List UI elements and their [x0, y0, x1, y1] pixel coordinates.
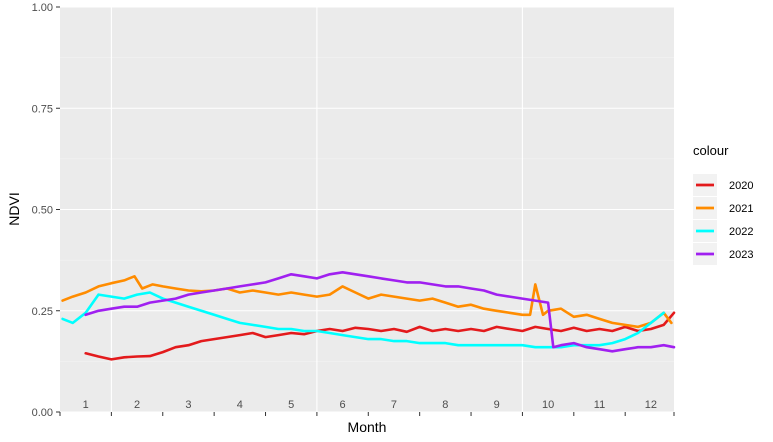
x-tick-label: 1 — [83, 399, 89, 411]
y-ticks — [56, 6, 60, 413]
grid-major — [60, 6, 674, 413]
x-tick-label: 8 — [442, 399, 448, 411]
legend-title: colour — [693, 143, 729, 158]
legend: colour 2020 2021 2022 2023 — [693, 143, 753, 265]
y-tick-label: 0.75 — [32, 103, 53, 115]
legend-label-2020: 2020 — [729, 180, 753, 192]
x-tick-label: 12 — [645, 399, 657, 411]
legend-label-2023: 2023 — [729, 249, 753, 261]
x-tick-label: 7 — [391, 399, 397, 411]
grid-minor — [60, 57, 674, 362]
x-tick-labels: 1 2 3 4 5 6 7 8 9 10 11 12 — [83, 399, 657, 411]
x-tick-label: 4 — [237, 399, 243, 411]
legend-label-2021: 2021 — [729, 203, 753, 215]
x-axis-title: Month — [348, 419, 387, 435]
y-tick-labels: 0.00 0.25 0.50 0.75 1.00 — [32, 2, 53, 419]
series-lines — [61, 270, 676, 361]
y-tick-label: 1.00 — [32, 2, 53, 14]
legend-items: 2020 2021 2022 2023 — [693, 174, 753, 265]
x-tick-label: 11 — [594, 399, 605, 411]
y-tick-label: 0.00 — [32, 407, 53, 419]
x-tick-label: 3 — [185, 399, 191, 411]
y-tick-label: 0.50 — [32, 205, 53, 217]
x-tick-label: 2 — [134, 399, 140, 411]
series-line-2023 — [84, 270, 676, 353]
x-ticks — [59, 412, 675, 416]
series-line-2022 — [61, 291, 666, 349]
x-tick-label: 10 — [542, 399, 554, 411]
y-axis-title: NDVI — [6, 192, 22, 225]
x-tick-label: 6 — [340, 399, 346, 411]
series-line-2021 — [61, 274, 673, 329]
legend-label-2022: 2022 — [729, 226, 753, 238]
y-tick-label: 0.25 — [32, 306, 53, 318]
x-tick-label: 9 — [494, 399, 500, 411]
x-tick-label: 5 — [288, 399, 294, 411]
series-line-2020 — [84, 311, 676, 361]
